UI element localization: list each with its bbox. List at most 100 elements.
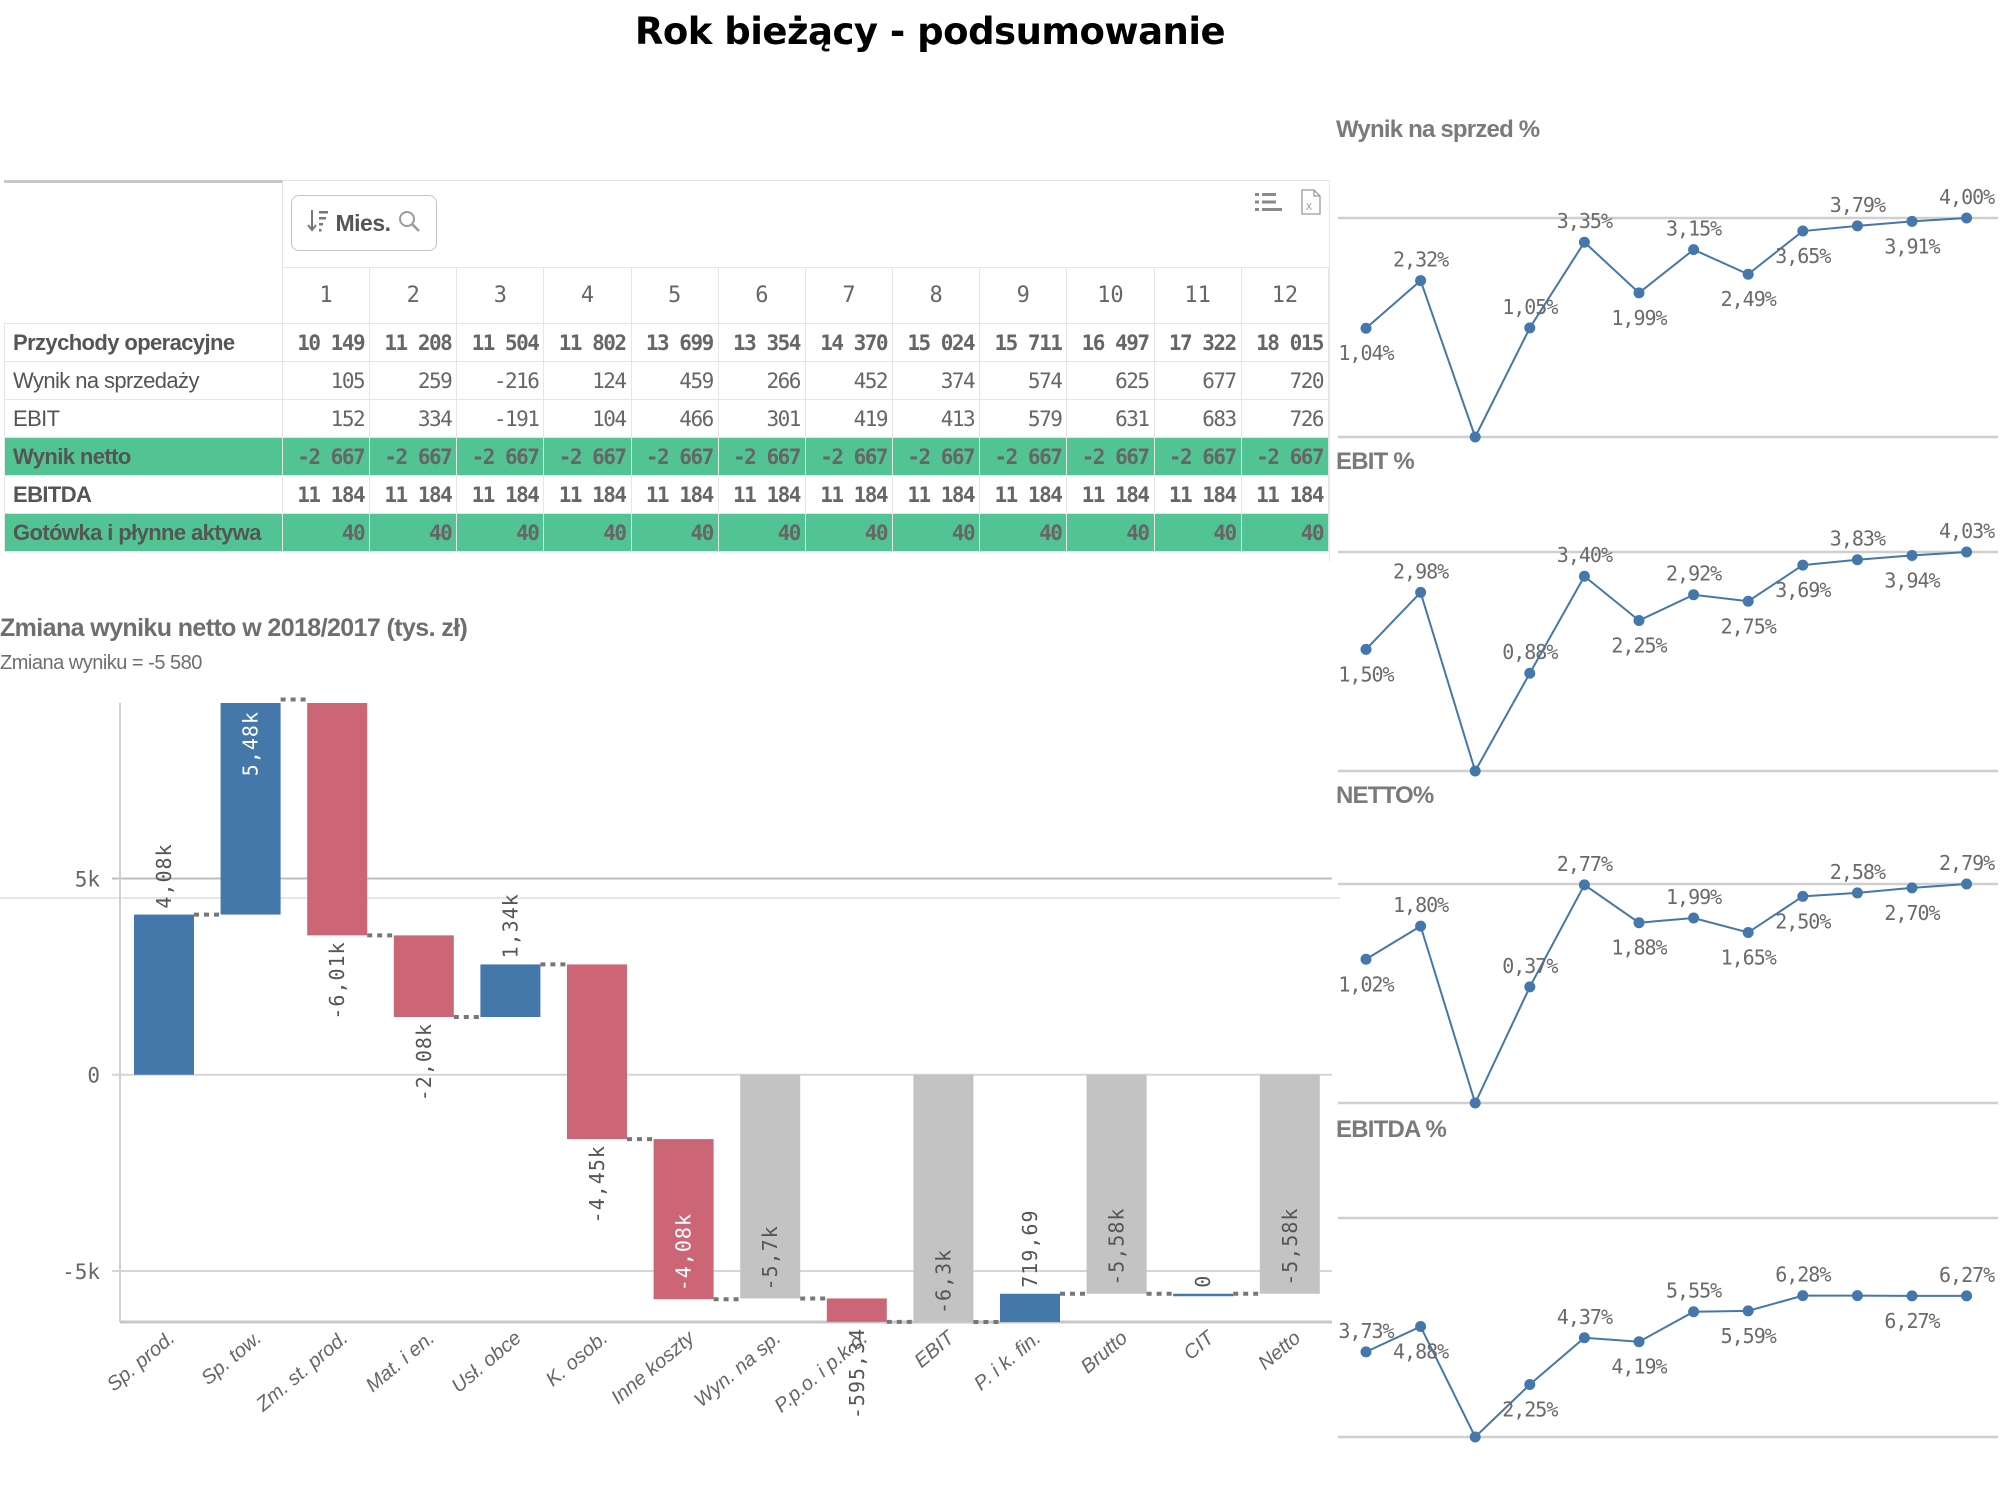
month-column-header[interactable]: 12 [1240, 267, 1330, 324]
data-label: 1,65% [1721, 945, 1777, 969]
bar-value-label: -595,34 [845, 1328, 869, 1419]
data-point [1578, 1332, 1590, 1344]
data-label: 4,03% [1939, 519, 1995, 543]
search-icon [397, 209, 421, 238]
data-point [1851, 554, 1863, 566]
data-label: 2,25% [1502, 1398, 1558, 1422]
data-label: 2,92% [1666, 562, 1722, 586]
data-label: 2,79% [1939, 851, 1995, 875]
data-label: 2,58% [1830, 860, 1886, 884]
export-xlsx-icon[interactable]: X [1301, 189, 1321, 220]
data-point [1906, 1290, 1918, 1302]
data-label: 0,88% [1502, 640, 1558, 664]
month-sort-search-button[interactable]: Mies. [291, 195, 437, 251]
list-menu-icon[interactable] [1255, 191, 1283, 218]
month-column-header[interactable]: 9 [979, 267, 1068, 324]
table-header-border [282, 180, 1329, 181]
table-row: Przychody operacyjne 10 149 11 208 11 504 11… [4, 323, 1330, 362]
x-category-label: Brutto [1077, 1327, 1132, 1378]
data-label: 2,25% [1611, 634, 1667, 658]
month-column-header[interactable]: 11 [1153, 267, 1242, 324]
table-cell: 413 [892, 399, 981, 438]
data-point [1578, 236, 1590, 248]
data-point [1742, 1305, 1754, 1317]
data-point [1851, 887, 1863, 899]
waterfall-subtitle: Zmiana wyniku = -5 580 [0, 652, 202, 674]
month-column-header[interactable]: 7 [804, 267, 894, 324]
table-cell: 40 [369, 513, 458, 552]
waterfall-bar [653, 1139, 714, 1300]
waterfall-bar [480, 964, 541, 1018]
table-cell: 419 [804, 399, 894, 438]
data-point [1469, 765, 1481, 777]
data-label: 4,00% [1939, 185, 1995, 209]
table-cell: 40 [1153, 513, 1242, 552]
net-margin-title: NETTO% [1336, 782, 1434, 809]
month-column-header[interactable]: 10 [1066, 267, 1155, 324]
data-point [1469, 1431, 1481, 1443]
data-point [1688, 244, 1700, 256]
month-column-header[interactable]: 2 [369, 267, 458, 324]
waterfall-bar [826, 1298, 887, 1322]
x-category-label: Inne koszty [607, 1326, 699, 1409]
data-point [1415, 920, 1427, 932]
ebit-margin-chart: 1,50% 2,98% 0,88% 3,40% 2,25% 2,92% 2,75% 3,69%… [1338, 519, 1998, 777]
ebit-margin-title: EBIT % [1336, 448, 1415, 475]
data-label: 3,69% [1775, 578, 1831, 602]
data-point [1469, 1097, 1481, 1109]
data-label: 4,88% [1393, 1340, 1449, 1364]
sales-margin-title: Wynik na sprzed % [1336, 116, 1540, 143]
x-category-label: Sp. tow. [197, 1327, 266, 1390]
table-cell: 631 [1066, 399, 1155, 438]
month-column-header[interactable]: 1 [281, 267, 371, 324]
data-point [1360, 322, 1372, 334]
table-cell: 720 [1240, 361, 1330, 400]
x-category-label: CIT [1180, 1326, 1220, 1365]
x-category-label: Usł. obce [448, 1327, 526, 1397]
table-cell: -2 667 [804, 437, 894, 476]
table-cell: 10 149 [281, 323, 371, 362]
waterfall-bar [913, 1074, 974, 1322]
table-cell: 15 711 [979, 323, 1068, 362]
data-label: 2,75% [1721, 614, 1777, 638]
table-cell: 40 [543, 513, 632, 552]
data-point [1797, 559, 1809, 571]
data-label: 2,49% [1721, 287, 1777, 311]
month-column-header[interactable]: 4 [543, 267, 632, 324]
table-cell: 11 208 [369, 323, 458, 362]
month-column-header[interactable]: 8 [892, 267, 981, 324]
table-header-divider [282, 180, 283, 267]
table-cell: 11 184 [456, 475, 545, 514]
data-point [1524, 981, 1536, 993]
bar-value-label: -6,3k [931, 1249, 955, 1314]
bar-value-label: 1,34k [498, 893, 522, 958]
data-point [1633, 917, 1645, 929]
table-right-border [1329, 180, 1330, 562]
data-point [1961, 878, 1973, 890]
waterfall-bar [307, 703, 368, 936]
table-cell: 17 322 [1153, 323, 1242, 362]
data-point [1797, 1290, 1809, 1302]
data-point [1524, 322, 1536, 334]
data-label: 1,05% [1502, 295, 1558, 319]
data-point [1415, 586, 1427, 598]
data-label: 1,80% [1393, 893, 1449, 917]
data-point [1742, 595, 1754, 607]
waterfall-bar [220, 703, 281, 915]
table-cell: 11 184 [281, 475, 371, 514]
x-category-label: Mat. i en. [362, 1327, 439, 1397]
table-cell: 18 015 [1240, 323, 1330, 362]
month-column-header[interactable]: 3 [456, 267, 545, 324]
table-cell: 40 [979, 513, 1068, 552]
series-line [1365, 883, 1967, 1106]
month-column-header[interactable]: 5 [630, 267, 719, 324]
table-cell: 574 [979, 361, 1068, 400]
table-row: Wynik netto -2 667 -2 667 -2 667 -2 667 -2 66… [4, 437, 1330, 476]
data-label: 3,73% [1338, 1319, 1394, 1343]
table-cell: 11 184 [804, 475, 894, 514]
data-label: 6,28% [1775, 1263, 1831, 1287]
month-column-header[interactable]: 6 [717, 267, 806, 324]
table-cell: 11 802 [543, 323, 632, 362]
bar-value-label: -2,08k [412, 1023, 436, 1101]
table-cell: 11 184 [1153, 475, 1242, 514]
